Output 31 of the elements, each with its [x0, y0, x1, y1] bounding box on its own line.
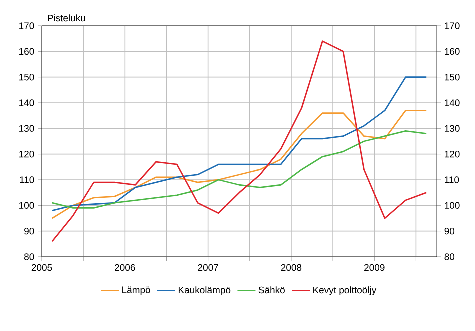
legend-label: Lämpö	[122, 286, 150, 296]
legend-label: Kaukolämpö	[178, 286, 231, 296]
legend-label: Kevyt polttoöljy	[314, 286, 377, 296]
y2-tick-label: 140	[445, 100, 460, 106]
y2-tick-label: 80	[444, 254, 455, 260]
x-tick-label: 2007	[198, 264, 218, 272]
legend-label: Sähkö	[258, 286, 285, 294]
y2-tick-label: 120	[445, 150, 460, 158]
y2-tick-label: 110	[445, 176, 460, 184]
y-tick-label: 130	[20, 125, 34, 132]
x-tick-label: 2005	[32, 264, 52, 272]
y-tick-label: 100	[20, 202, 34, 210]
line-series	[52, 40, 428, 242]
y2-tick-label: 160	[445, 48, 460, 56]
y-tick-label: 150	[20, 74, 34, 81]
y-tick-label: 90	[24, 228, 34, 235]
y2-tick-label: 90	[444, 228, 455, 235]
y-tick-label: 110	[20, 176, 34, 184]
x-tick-label: 2009	[364, 264, 385, 272]
x-tick-label: 2006	[115, 264, 136, 272]
y-tick-label: 140	[20, 100, 34, 106]
y-tick-label: 170	[20, 22, 34, 30]
y2-tick-label: 100	[445, 202, 460, 210]
y2-tick-label: 150	[445, 74, 460, 81]
y2-tick-label: 170	[445, 22, 460, 30]
y-tick-label: 120	[20, 150, 34, 158]
x-tick-label: 2008	[281, 264, 302, 272]
y2-tick-label: 130	[445, 125, 460, 132]
y-tick-label: 80	[24, 254, 34, 260]
y-axis-title: Pisteluku	[48, 14, 86, 22]
y-tick-label: 160	[20, 48, 34, 56]
